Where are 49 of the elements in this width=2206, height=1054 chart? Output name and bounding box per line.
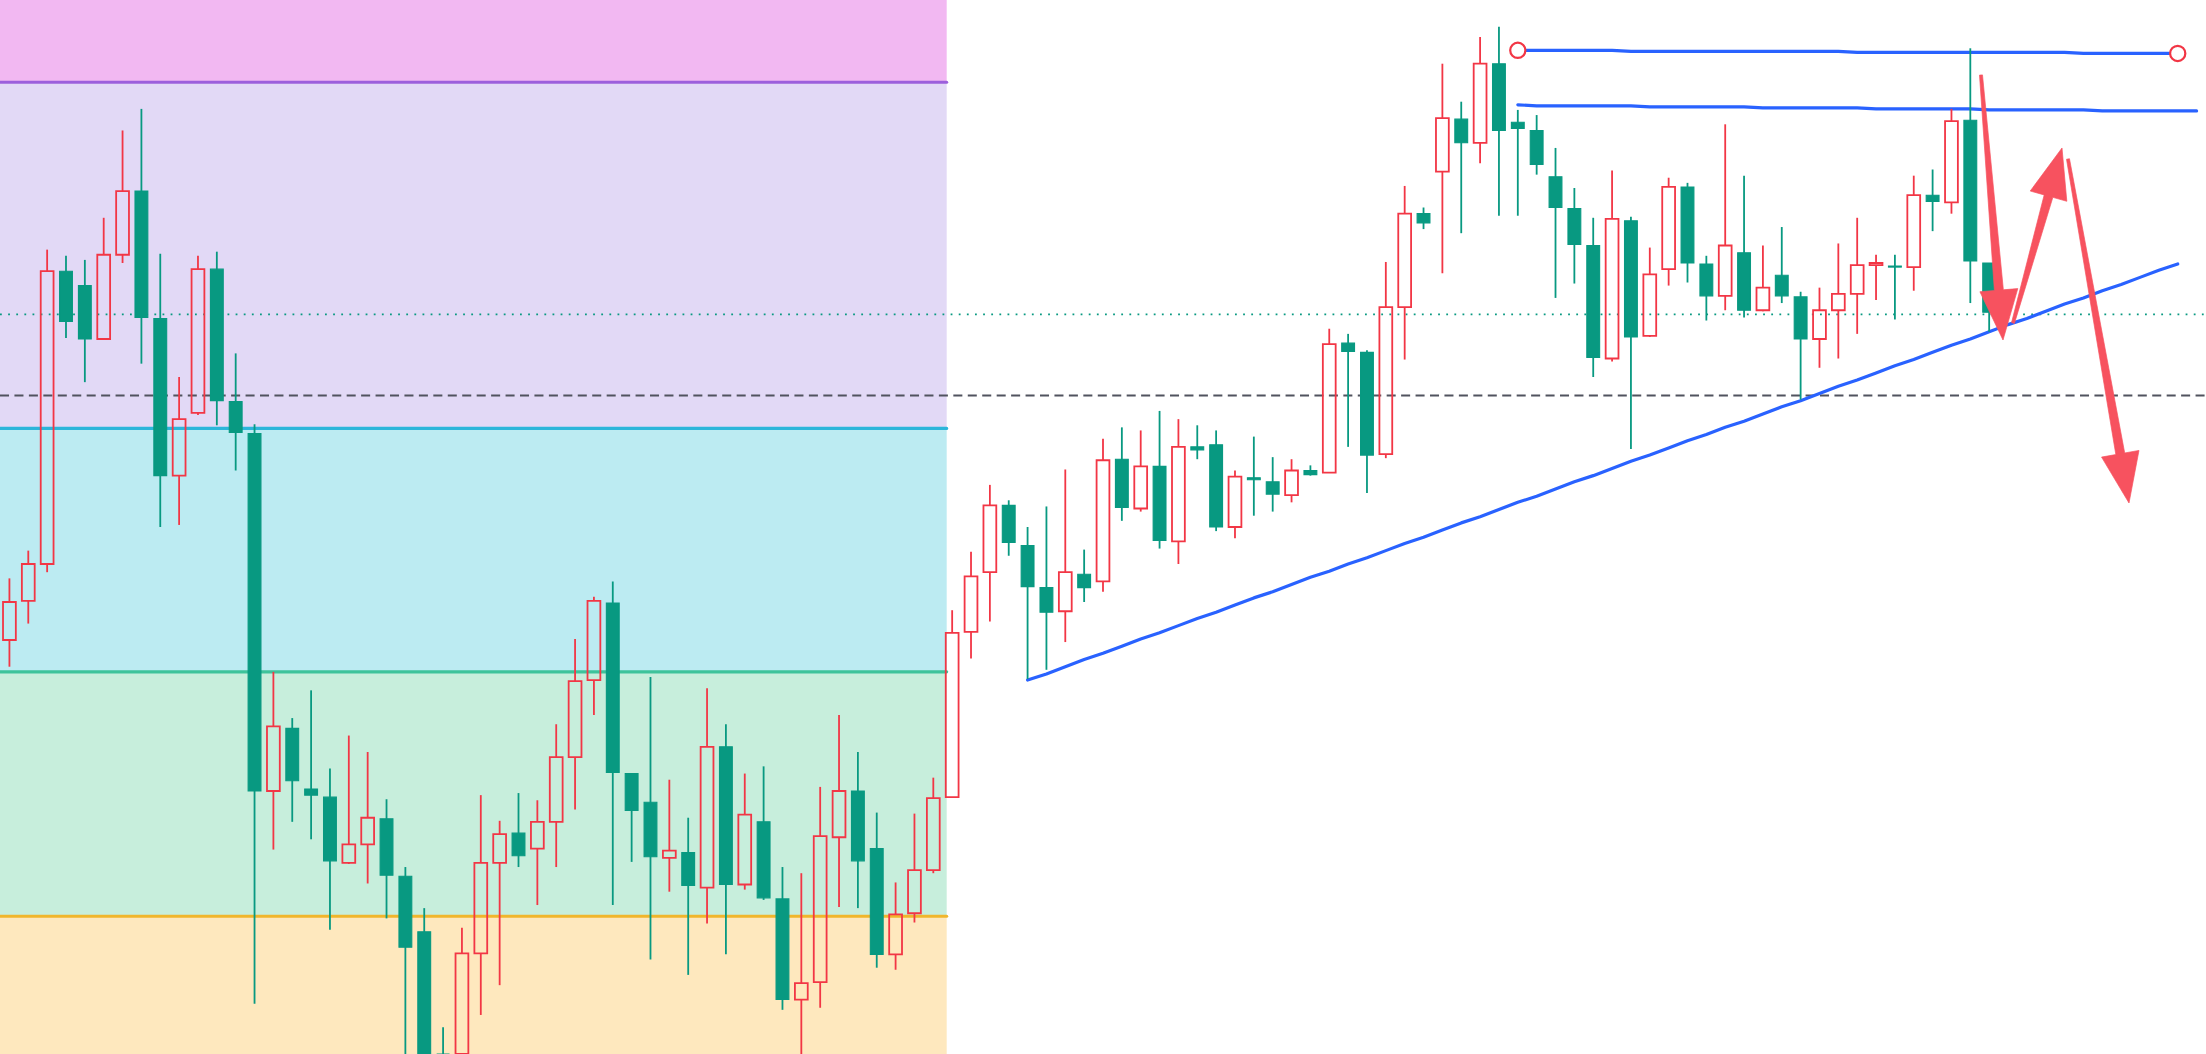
candlestick xyxy=(171,376,187,526)
candlestick xyxy=(1831,242,1846,360)
candlestick xyxy=(737,772,753,891)
candlestick xyxy=(1774,226,1789,304)
candlestick xyxy=(548,723,564,868)
candlestick xyxy=(511,792,526,868)
candlestick xyxy=(982,483,998,623)
candlestick xyxy=(1435,62,1450,275)
candlestick xyxy=(1227,469,1243,540)
candlestick xyxy=(1133,429,1149,513)
candlestick xyxy=(360,751,375,885)
candlestick xyxy=(831,714,847,909)
candlestick xyxy=(473,794,489,1016)
candlestick xyxy=(888,881,903,971)
candlestick xyxy=(1906,174,1922,292)
candlestick xyxy=(1472,36,1488,165)
candlestick xyxy=(39,248,55,574)
candlestick xyxy=(1057,468,1073,643)
candlestick xyxy=(1925,168,1940,233)
candlestick xyxy=(530,799,545,906)
candlestick xyxy=(1246,435,1261,517)
candlestick xyxy=(1454,100,1469,235)
candlestick xyxy=(1190,424,1205,461)
candlestick xyxy=(492,819,507,987)
candlestick xyxy=(963,550,979,660)
candlestick xyxy=(794,872,809,1054)
candlestick xyxy=(1341,332,1356,448)
candlestick xyxy=(812,785,828,1009)
candlestick xyxy=(1171,418,1186,565)
candlestick xyxy=(1604,169,1620,363)
candlestick xyxy=(662,778,677,893)
candlestick xyxy=(20,549,36,625)
candlestick xyxy=(567,638,583,811)
candlestick xyxy=(1416,206,1431,230)
candlestick xyxy=(1510,109,1525,217)
candlestick xyxy=(699,687,715,925)
candlestick xyxy=(1868,253,1884,301)
candlestick xyxy=(1849,216,1865,335)
candlestick xyxy=(304,689,319,841)
candlestick xyxy=(266,670,281,851)
candlestick xyxy=(1265,456,1280,513)
candlestick xyxy=(1661,176,1676,287)
candlestick xyxy=(1077,548,1092,603)
candlestick xyxy=(1397,185,1412,361)
candlestick xyxy=(1095,437,1111,593)
candlestick xyxy=(1812,286,1827,369)
candlestick xyxy=(2,577,17,668)
candlestick xyxy=(436,1026,451,1054)
candlestick xyxy=(1717,123,1733,312)
